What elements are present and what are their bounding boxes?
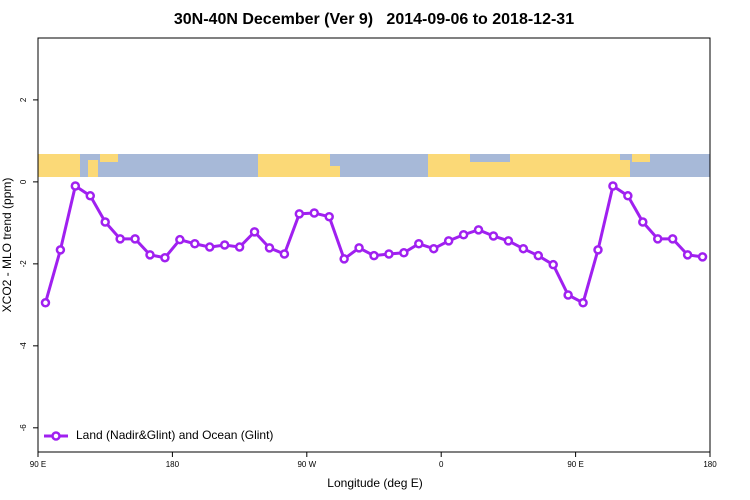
data-point [384, 249, 394, 259]
data-point [279, 249, 290, 259]
data-point [399, 248, 409, 258]
data-point [652, 234, 663, 244]
data-point [234, 242, 245, 252]
data-point [70, 181, 81, 191]
data-point [682, 250, 693, 260]
data-point [160, 252, 170, 263]
data-point [548, 259, 558, 270]
y-axis-label: XCO2 - MLO trend (ppm) [0, 178, 14, 313]
data-point [667, 234, 678, 244]
map-band [38, 154, 710, 177]
y-tick-label: 0 [19, 179, 28, 184]
plot-frame [37, 37, 711, 453]
data-point [249, 227, 260, 237]
data-point [518, 243, 529, 254]
legend-marker [51, 431, 61, 441]
data-point [533, 250, 544, 261]
data-point [414, 239, 424, 249]
data-point [608, 181, 618, 191]
data-point [623, 191, 633, 201]
chart-title: 30N-40N December (Ver 9) 2014-09-06 to 2… [174, 11, 574, 28]
data-point [324, 211, 334, 222]
data-point [40, 298, 51, 308]
x-tick-label: 90 E [30, 460, 46, 469]
data-point [369, 250, 379, 261]
y-tick-label: 2 [19, 97, 28, 102]
data-point [190, 239, 200, 249]
data-point [130, 234, 140, 244]
data-point [55, 245, 66, 255]
data-point [309, 208, 320, 218]
x-tick-label: 180 [703, 460, 717, 469]
data-point [204, 242, 215, 252]
data-point [593, 245, 603, 255]
data-point [294, 209, 305, 219]
x-tick-label: 0 [439, 460, 444, 469]
data-point [503, 236, 514, 246]
data-point [578, 298, 588, 308]
data-point [697, 252, 708, 262]
y-tick-label: -2 [19, 260, 28, 268]
data-point [428, 243, 439, 254]
data-point [339, 254, 349, 264]
x-axis-label: Longitude (deg E) [327, 476, 422, 490]
data-point [145, 250, 155, 260]
legend-label: Land (Nadir&Glint) and Ocean (Glint) [76, 428, 273, 442]
data-point [264, 243, 275, 253]
x-tick-label: 90 E [567, 460, 583, 469]
y-tick-label: -4 [19, 342, 28, 350]
data-point [85, 191, 96, 201]
data-point [354, 243, 364, 253]
data-point [563, 290, 573, 300]
data-point [115, 234, 125, 244]
x-tick-label: 90 W [297, 460, 316, 469]
series-line [44, 183, 703, 305]
data-point [488, 231, 499, 241]
data-point [175, 234, 185, 245]
data-point [219, 240, 230, 250]
y-tick-label: -6 [19, 424, 28, 432]
x-tick-label: 180 [166, 460, 180, 469]
data-point [458, 230, 469, 240]
data-point [473, 225, 484, 235]
data-point [443, 236, 454, 246]
data-point [100, 217, 110, 227]
data-point [638, 217, 648, 227]
